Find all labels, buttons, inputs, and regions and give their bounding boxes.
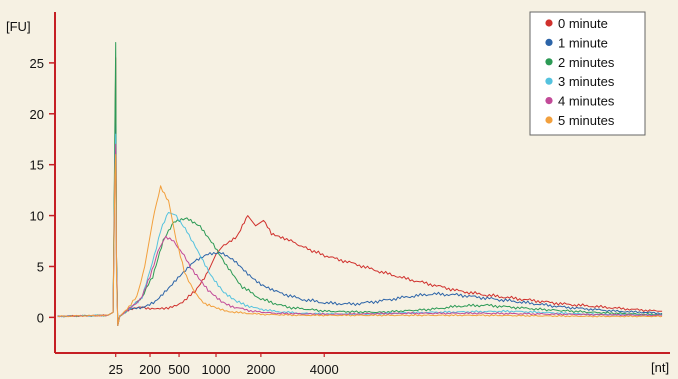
x-tick-label: 500 — [168, 362, 190, 377]
legend-marker — [545, 116, 553, 124]
x-tick-label: 1000 — [202, 362, 231, 377]
legend-marker — [545, 58, 553, 66]
x-tick-layer: 25 200 500 1000 2000 4000 — [108, 353, 339, 377]
y-tick-label: 25 — [30, 56, 44, 71]
y-tick-label: 10 — [30, 209, 44, 224]
y-axis-label: [FU] — [6, 19, 31, 34]
legend-marker — [545, 97, 553, 105]
legend-label: 0 minute — [558, 16, 608, 31]
series-layer — [57, 42, 663, 326]
x-axis-label: [nt] — [651, 360, 669, 375]
x-tick-label: 25 — [108, 362, 122, 377]
series-line-0-minute — [57, 57, 663, 326]
x-tick-label: 2000 — [246, 362, 275, 377]
y-tick-label: 15 — [30, 158, 44, 173]
y-tick-layer: 0 5 10 15 20 25 — [30, 56, 55, 325]
y-tick-label: 5 — [37, 259, 44, 274]
legend-marker — [545, 38, 553, 47]
legend-label: 1 minute — [558, 35, 608, 50]
legend-label: 2 minutes — [558, 55, 615, 70]
legend-label: 5 minutes — [558, 113, 615, 128]
x-tick-label: 4000 — [310, 362, 339, 377]
legend: 0 minute 1 minute 2 minutes 3 minutes 4 minu… — [529, 11, 646, 136]
y-tick-label: 0 — [37, 310, 44, 325]
legend-marker — [545, 19, 553, 27]
series-line-5-minutes — [57, 154, 663, 326]
legend-items: 0 minute 1 minute 2 minutes 3 minutes 4 minu… — [545, 16, 615, 128]
legend-label: 3 minutes — [558, 74, 615, 89]
x-tick-label: 200 — [139, 362, 161, 377]
legend-label: 4 minutes — [558, 94, 615, 109]
legend-marker — [545, 77, 553, 85]
series-line-1-minute — [57, 123, 663, 326]
series-line-2-minutes — [57, 42, 663, 326]
legend-box — [529, 11, 646, 136]
y-tick-label: 20 — [30, 107, 44, 122]
